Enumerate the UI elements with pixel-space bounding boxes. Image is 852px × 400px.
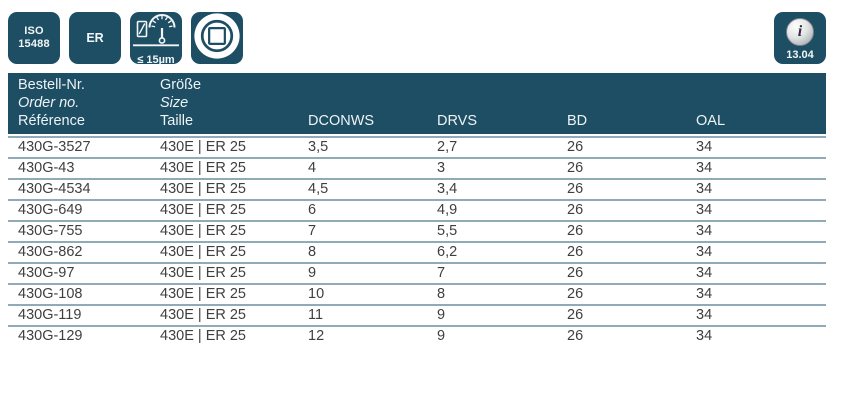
collet-square-drive-icon <box>193 12 241 65</box>
table-row: 430G-3527 430E | ER 25 3,5 2,7 26 34 <box>8 136 826 157</box>
cell-dconws: 3,5 <box>308 139 329 155</box>
cell-dconws: 9 <box>308 265 317 281</box>
table-row: 430G-97 430E | ER 25 9 7 26 34 <box>8 262 826 283</box>
info-icon: i <box>786 18 814 46</box>
info-chapter-badge[interactable]: i 13.04 <box>774 12 826 64</box>
cell-oal: 34 <box>696 286 713 302</box>
table-row: 430G-4534 430E | ER 25 4,5 3,4 26 34 <box>8 178 826 199</box>
cell-oal: 34 <box>696 223 713 239</box>
cell-dconws: 4 <box>308 160 317 176</box>
cell-dconws: 12 <box>308 328 325 344</box>
cell-size: 430E | ER 25 <box>160 328 246 344</box>
cell-dconws: 11 <box>308 307 324 323</box>
cell-size: 430E | ER 25 <box>160 307 246 323</box>
table-row: 430G-649 430E | ER 25 6 4,9 26 34 <box>8 199 826 220</box>
cell-drvs: 9 <box>437 328 446 344</box>
cell-bd: 26 <box>567 265 584 281</box>
cell-order-no: 430G-4534 <box>18 181 91 197</box>
header-dconws: DCONWS <box>308 113 375 129</box>
badge-bar: ISO 15488 ER <box>8 12 826 66</box>
cell-order-no: 430G-649 <box>18 202 83 218</box>
cell-drvs: 3 <box>437 160 446 176</box>
cell-oal: 34 <box>696 160 713 176</box>
collet-cross-section-badge <box>191 12 243 64</box>
table-row: 430G-43 430E | ER 25 4 3 26 34 <box>8 157 826 178</box>
iso-badge-line1: ISO <box>24 25 44 37</box>
table-row: 430G-755 430E | ER 25 7 5,5 26 34 <box>8 220 826 241</box>
cell-order-no: 430G-129 <box>18 328 83 344</box>
table-body: 430G-3527 430E | ER 25 3,5 2,7 26 34 430… <box>8 136 826 346</box>
cell-size: 430E | ER 25 <box>160 223 246 239</box>
cell-bd: 26 <box>567 181 584 197</box>
cell-size: 430E | ER 25 <box>160 139 246 155</box>
cell-drvs: 6,2 <box>437 244 458 260</box>
cell-size: 430E | ER 25 <box>160 286 246 302</box>
cell-drvs: 4,9 <box>437 202 458 218</box>
table-header: Bestell-Nr. Order no. Référence Größe Si… <box>8 73 826 134</box>
cell-oal: 34 <box>696 202 713 218</box>
header-drvs: DRVS <box>437 113 478 129</box>
cell-bd: 26 <box>567 202 584 218</box>
cell-bd: 26 <box>567 286 584 302</box>
cell-drvs: 8 <box>437 286 446 302</box>
cell-order-no: 430G-3527 <box>18 139 91 155</box>
header-oal: OAL <box>696 113 726 129</box>
cell-order-no: 430G-862 <box>18 244 83 260</box>
cell-drvs: 3,4 <box>437 181 458 197</box>
header-order-no-fr: Référence <box>18 113 85 129</box>
cell-oal: 34 <box>696 181 713 197</box>
cell-size: 430E | ER 25 <box>160 160 246 176</box>
cell-bd: 26 <box>567 328 584 344</box>
table-row: 430G-862 430E | ER 25 8 6,2 26 34 <box>8 241 826 262</box>
er-collet-badge: ER <box>69 12 121 64</box>
table-row: 430G-119 430E | ER 25 11 9 26 34 <box>8 304 826 325</box>
cell-drvs: 9 <box>437 307 446 323</box>
cell-dconws: 4,5 <box>308 181 329 197</box>
header-order-no: Bestell-Nr. Order no. Référence <box>8 76 150 134</box>
cell-order-no: 430G-43 <box>18 160 75 176</box>
cell-dconws: 6 <box>308 202 317 218</box>
header-bd: BD <box>567 113 588 129</box>
header-size-de: Größe <box>160 77 202 93</box>
er-badge-label: ER <box>86 31 104 45</box>
cell-oal: 34 <box>696 139 713 155</box>
iso-badge-line2: 15488 <box>18 38 50 50</box>
header-size: Größe Size Taille <box>150 76 298 134</box>
cell-order-no: 430G-108 <box>18 286 83 302</box>
header-order-no-de: Bestell-Nr. <box>18 77 85 93</box>
cell-oal: 34 <box>696 265 713 281</box>
cell-dconws: 7 <box>308 223 317 239</box>
cell-drvs: 2,7 <box>437 139 458 155</box>
cell-oal: 34 <box>696 328 713 344</box>
iso-15488-badge: ISO 15488 <box>8 12 60 64</box>
runout-tolerance-badge: ≤ 15µm <box>130 12 182 66</box>
cell-order-no: 430G-97 <box>18 265 75 281</box>
cell-size: 430E | ER 25 <box>160 202 246 218</box>
cell-drvs: 5,5 <box>437 223 458 239</box>
cell-bd: 26 <box>567 244 584 260</box>
cell-size: 430E | ER 25 <box>160 244 246 260</box>
header-size-fr: Taille <box>160 113 194 129</box>
cell-size: 430E | ER 25 <box>160 181 246 197</box>
cell-oal: 34 <box>696 244 713 260</box>
cell-drvs: 7 <box>437 265 446 281</box>
dial-indicator-icon <box>130 13 182 52</box>
table-row: 430G-108 430E | ER 25 10 8 26 34 <box>8 283 826 304</box>
cell-bd: 26 <box>567 139 584 155</box>
cell-bd: 26 <box>567 307 584 323</box>
cell-bd: 26 <box>567 160 584 176</box>
table-row: 430G-129 430E | ER 25 12 9 26 34 <box>8 325 826 346</box>
cell-oal: 34 <box>696 307 713 323</box>
cell-dconws: 10 <box>308 286 325 302</box>
runout-tolerance-label: ≤ 15µm <box>137 54 175 66</box>
product-table: Bestell-Nr. Order no. Référence Größe Si… <box>8 73 826 346</box>
info-chapter-number: 13.04 <box>786 49 814 61</box>
cell-order-no: 430G-119 <box>18 307 82 323</box>
cell-size: 430E | ER 25 <box>160 265 246 281</box>
header-order-no-en: Order no. <box>18 95 80 111</box>
cell-dconws: 8 <box>308 244 317 260</box>
cell-bd: 26 <box>567 223 584 239</box>
cell-order-no: 430G-755 <box>18 223 83 239</box>
header-size-en: Size <box>160 95 189 111</box>
